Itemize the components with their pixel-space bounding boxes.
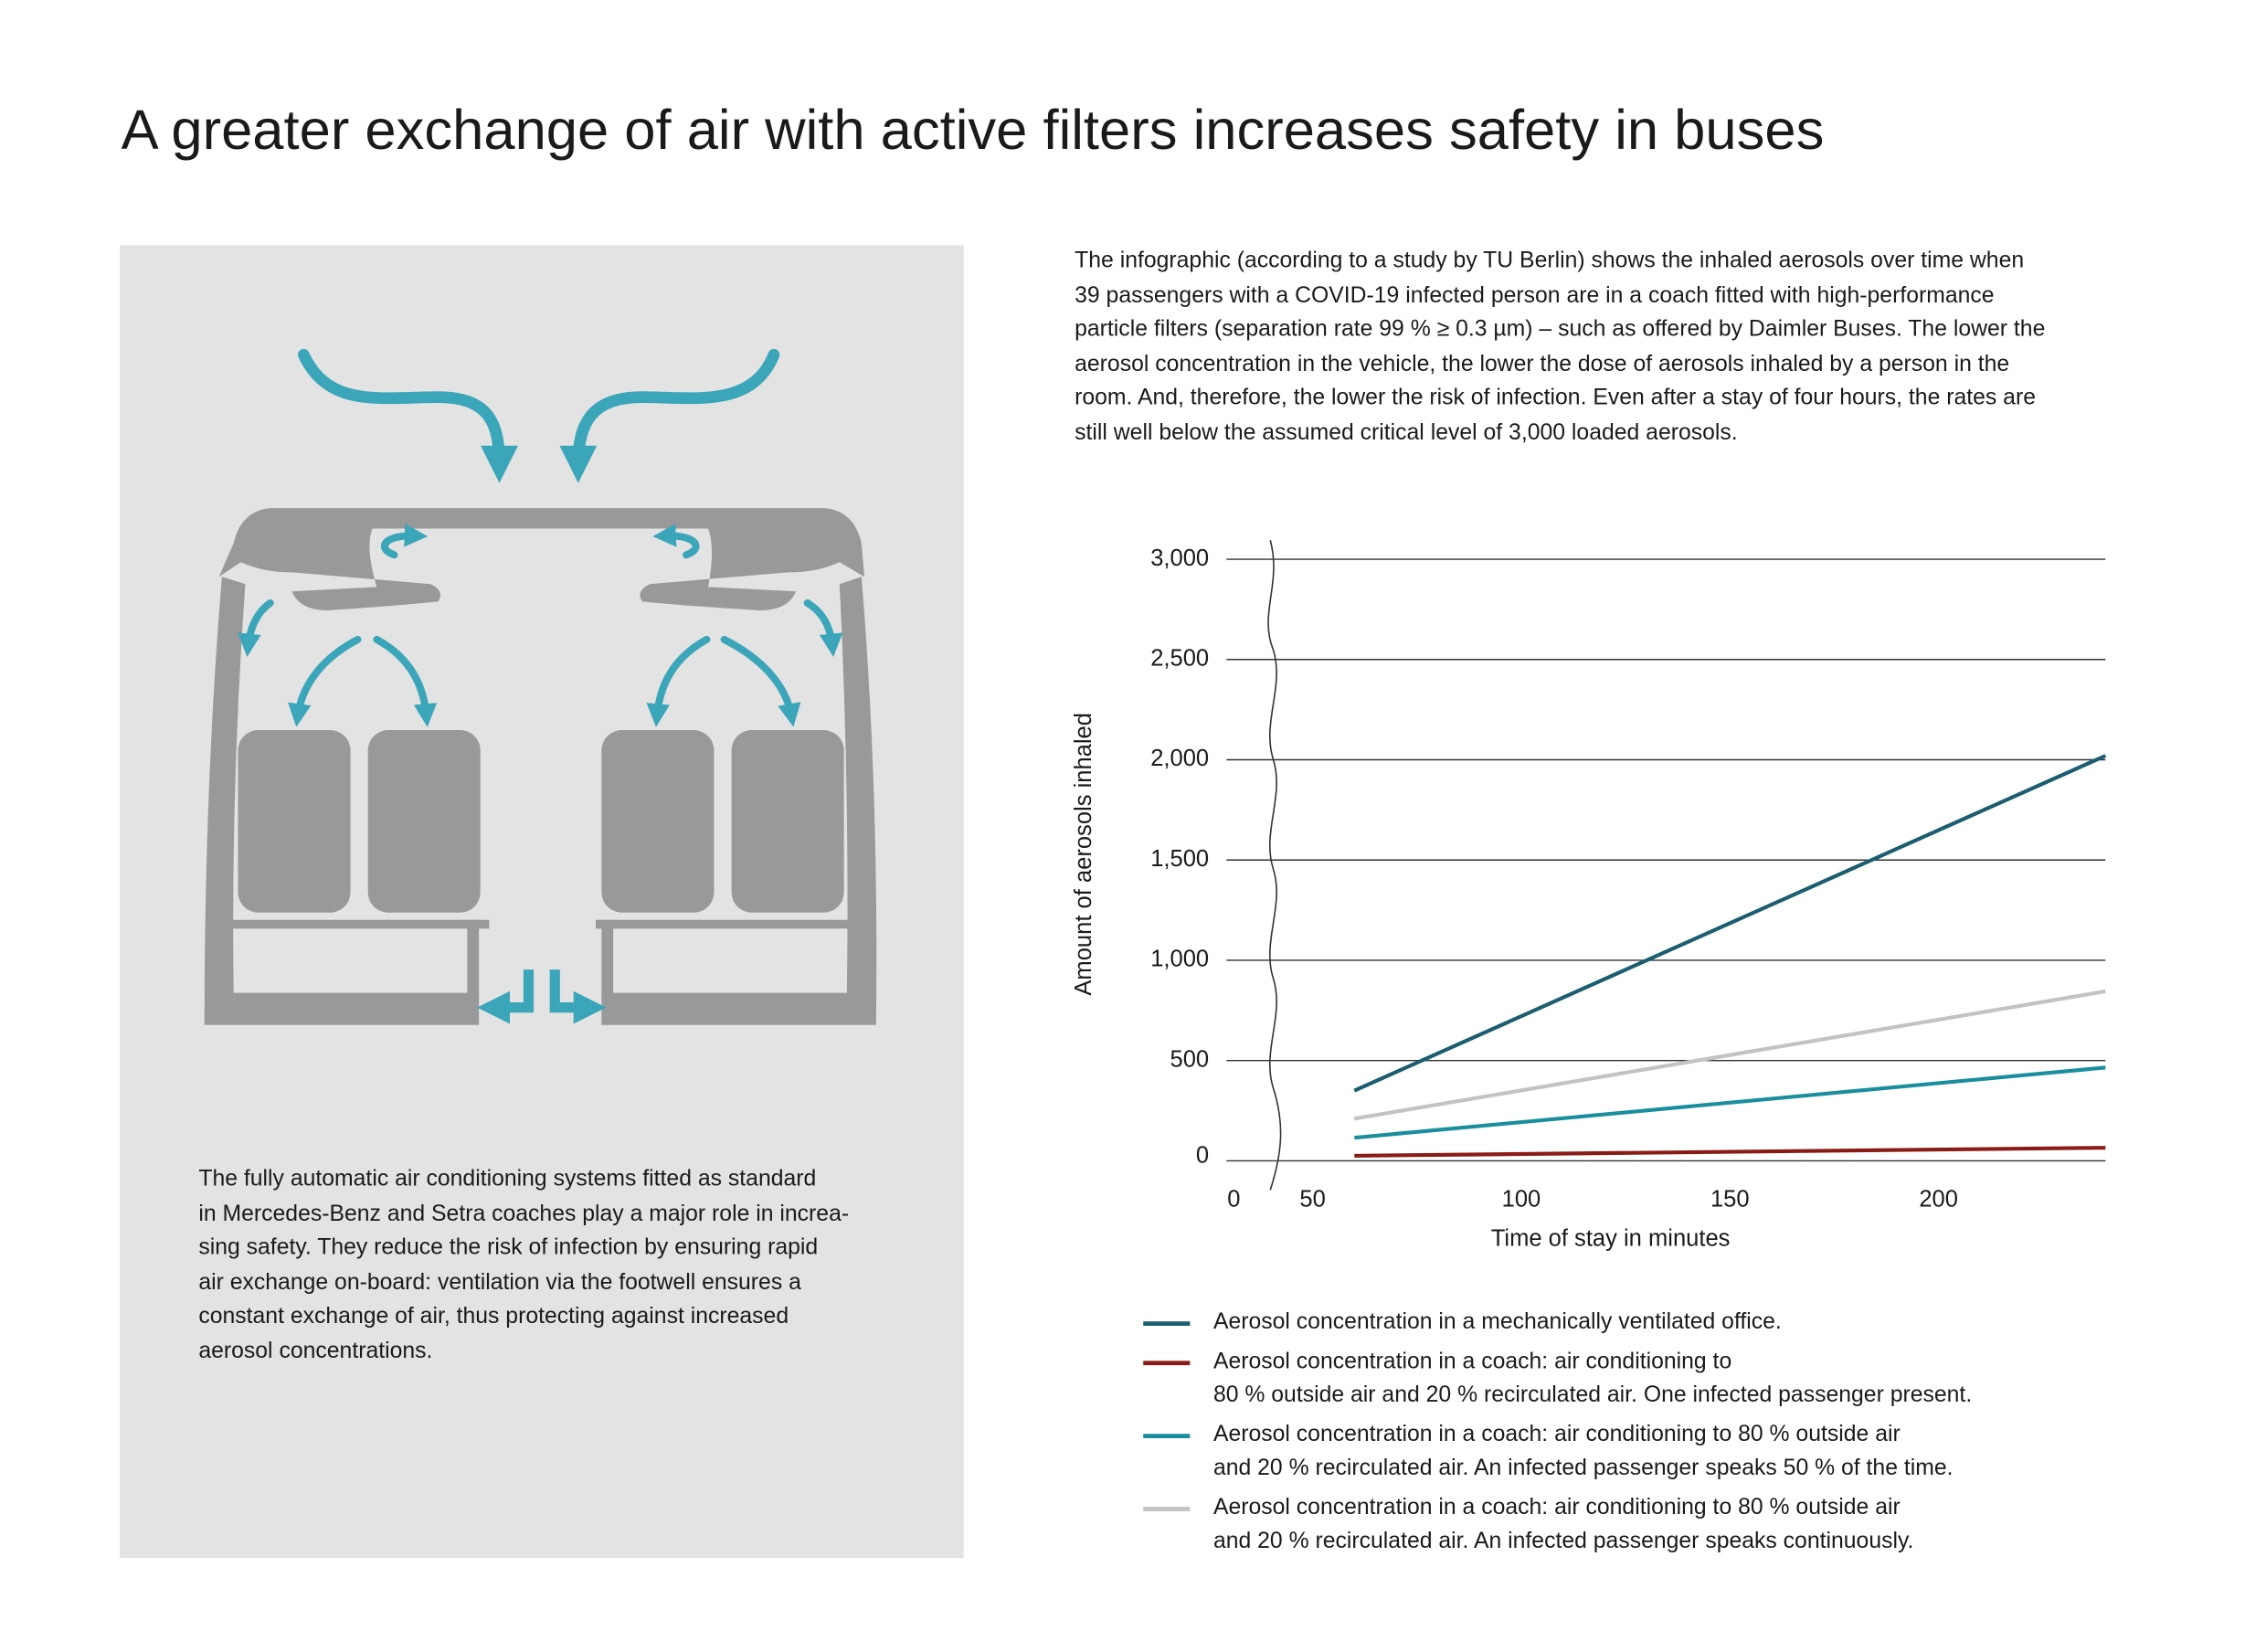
y-tick-label: 1,500: [1150, 846, 1209, 872]
air-arrow: [549, 969, 607, 1024]
seat: [238, 730, 351, 913]
intro-text: The infographic (according to a study by…: [1075, 244, 2045, 450]
air-arrow: [720, 635, 801, 727]
text-line: 39 passengers with a COVID-19 infected p…: [1075, 282, 1995, 308]
text-line: The fully automatic air conditioning sys…: [198, 1166, 817, 1191]
x-tick-label: 0: [1227, 1186, 1240, 1212]
seat-frame: [226, 919, 490, 929]
seat-leg: [601, 919, 614, 1001]
legend-swatch: [1143, 1507, 1191, 1511]
legend-swatch: [1143, 1321, 1191, 1326]
air-arrow: [297, 348, 518, 483]
bus-left-wall: [204, 577, 480, 1025]
text-line: aerosol concentrations.: [198, 1339, 433, 1364]
x-axis-label: Time of stay in minutes: [1491, 1225, 1731, 1251]
seat-frame: [595, 919, 859, 929]
legend-item: Aerosol concentration in a coach: air co…: [1143, 1491, 1972, 1559]
air-arrow: [652, 524, 700, 559]
y-tick-label: 3,000: [1150, 545, 1209, 571]
seat: [601, 730, 715, 913]
data-line: [1354, 1065, 2106, 1140]
bus-roof: [218, 508, 865, 610]
legend-item: Aerosol concentration in a coach: air co…: [1143, 1418, 1972, 1486]
text-line: aerosol concentration in the vehicle, th…: [1075, 351, 2010, 376]
legend-label: Aerosol concentration in a mechanically …: [1212, 1309, 1782, 1335]
air-arrow: [381, 524, 429, 559]
airflow-arrows: [238, 348, 843, 1024]
y-tick-label: 0: [1196, 1142, 1209, 1168]
y-tick-label: 2,500: [1150, 646, 1209, 672]
seat-leg: [467, 919, 480, 1001]
air-arrow: [288, 635, 362, 727]
legend-label: Aerosol concentration in a coach: air co…: [1212, 1349, 1973, 1408]
seat: [367, 730, 481, 913]
air-arrow: [559, 348, 780, 483]
text-line: sing safety. They reduce the risk of inf…: [198, 1235, 819, 1261]
x-tick-label: 150: [1710, 1186, 1750, 1212]
y-tick-label: 1,000: [1150, 947, 1209, 972]
legend-swatch: [1143, 1434, 1191, 1438]
description-text: The fully automatic air conditioning sys…: [198, 1162, 849, 1369]
data-line: [1353, 989, 2106, 1121]
y-tick-label: 2,000: [1150, 746, 1209, 771]
y-axis-label: Amount of aerosols inhaled: [1071, 713, 1096, 996]
seat: [731, 730, 844, 913]
chart: 0 500 1,000 1,500 2,000 2,500 3,000 0 50 100 150 20…: [1071, 545, 2107, 1251]
y-tick-label: 500: [1170, 1046, 1210, 1072]
text-line: particle filters (separation rate 99 % ≥…: [1075, 317, 2046, 343]
text-line: The infographic (according to a study by…: [1075, 248, 2025, 273]
data-line: [1354, 1146, 2106, 1159]
text-line: room. And, therefore, the lower the risk…: [1075, 386, 2036, 411]
air-arrow: [803, 598, 843, 658]
x-tick-label: 100: [1502, 1186, 1541, 1212]
legend-swatch: [1143, 1361, 1191, 1365]
legend-label: Aerosol concentration in a coach: air co…: [1212, 1422, 1954, 1481]
x-tick-label: 200: [1919, 1186, 1958, 1212]
bus-illustration: [204, 508, 877, 1025]
legend-label: Aerosol concentration in a coach: air co…: [1212, 1495, 1914, 1554]
legend: Aerosol concentration in a mechanically …: [1143, 1306, 1972, 1564]
air-arrow: [646, 635, 711, 727]
air-arrow: [373, 635, 438, 727]
air-arrow: [477, 969, 535, 1024]
text-line: still well below the assumed critical le…: [1075, 420, 1738, 446]
x-tick-label: 50: [1299, 1186, 1325, 1212]
page-title: A greater exchange of air with active fi…: [121, 99, 1825, 163]
text-line: constant exchange of air, thus protectin…: [198, 1304, 789, 1329]
legend-item: Aerosol concentration in a mechanically …: [1143, 1306, 1972, 1340]
air-arrow: [238, 598, 274, 658]
bus-right-wall: [601, 577, 877, 1025]
legend-item: Aerosol concentration in a coach: air co…: [1143, 1345, 1972, 1413]
data-line: [1353, 754, 2107, 1093]
axis-break: [1267, 540, 1282, 1191]
text-line: in Mercedes-Benz and Setra coaches play …: [198, 1201, 850, 1226]
text-line: air exchange on-board: ventilation via t…: [198, 1269, 801, 1296]
